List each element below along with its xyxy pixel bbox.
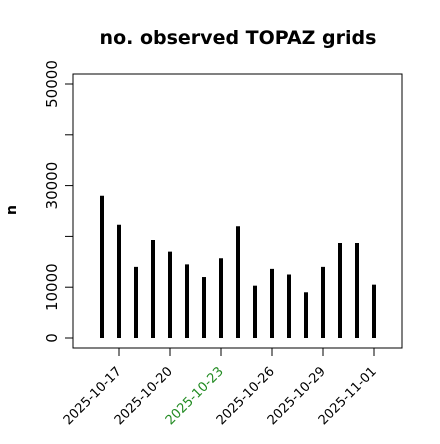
y-tick-label: 0 [43, 333, 61, 343]
plot-frame [72, 73, 403, 349]
y-tick-label: 30000 [43, 162, 61, 210]
bars [100, 195, 376, 338]
x-axis: 2025-10-172025-10-202025-10-232025-10-26… [61, 348, 380, 428]
y-tick-label: 10000 [43, 263, 61, 311]
y-tick-label: 50000 [43, 60, 61, 108]
y-axis: 0 10000 30000 50000 [43, 60, 73, 343]
y-axis-label: n [4, 205, 20, 215]
chart-title: no. observed TOPAZ grids [100, 27, 377, 49]
